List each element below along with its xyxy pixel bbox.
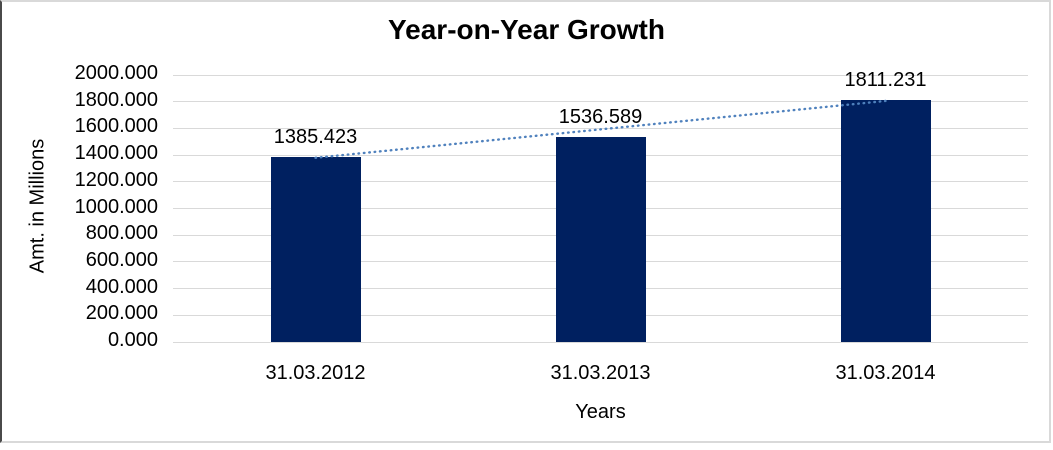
- y-tick-label: 200.000: [85, 302, 158, 325]
- y-tick-label: 1600.000: [74, 115, 158, 138]
- y-tick-label: 1200.000: [74, 168, 158, 191]
- gridline: [173, 101, 1028, 103]
- x-tick-label: 31.03.2013: [550, 362, 651, 384]
- x-axis-title: Years: [575, 401, 626, 423]
- chart-title: Year-on-Year Growth: [388, 14, 665, 45]
- y-tick-label: 1000.000: [74, 195, 158, 218]
- y-tick-label: 800.000: [85, 222, 158, 245]
- trendline: [314, 99, 887, 159]
- y-tick-label: 2000.000: [74, 62, 158, 84]
- x-tick-label: 31.03.2014: [835, 362, 936, 384]
- y-tick-label: 1400.000: [74, 142, 158, 165]
- y-tick-label: 1800.000: [74, 88, 158, 111]
- bar-value-label: 1385.423: [273, 126, 358, 149]
- y-tick-label: 400.000: [85, 275, 158, 298]
- y-tick-label: 600.000: [85, 248, 158, 271]
- gridline: [173, 74, 1028, 76]
- bar: [270, 157, 361, 342]
- x-tick-label: 31.03.2012: [265, 362, 366, 384]
- y-tick-label: 0.000: [107, 329, 158, 351]
- plot-area: 1385.423 31.03.2012 1536.589 31.03.2013 1811…: [173, 69, 1028, 384]
- bar: [555, 136, 646, 342]
- gridline: [173, 341, 1028, 343]
- bar-value-label: 1811.231: [844, 69, 927, 92]
- bar: [840, 100, 931, 342]
- bar-value-label: 1536.589: [558, 105, 643, 128]
- y-axis: 0.000 200.000 400.000 600.000 800.000 1000.00…: [0, 63, 158, 350]
